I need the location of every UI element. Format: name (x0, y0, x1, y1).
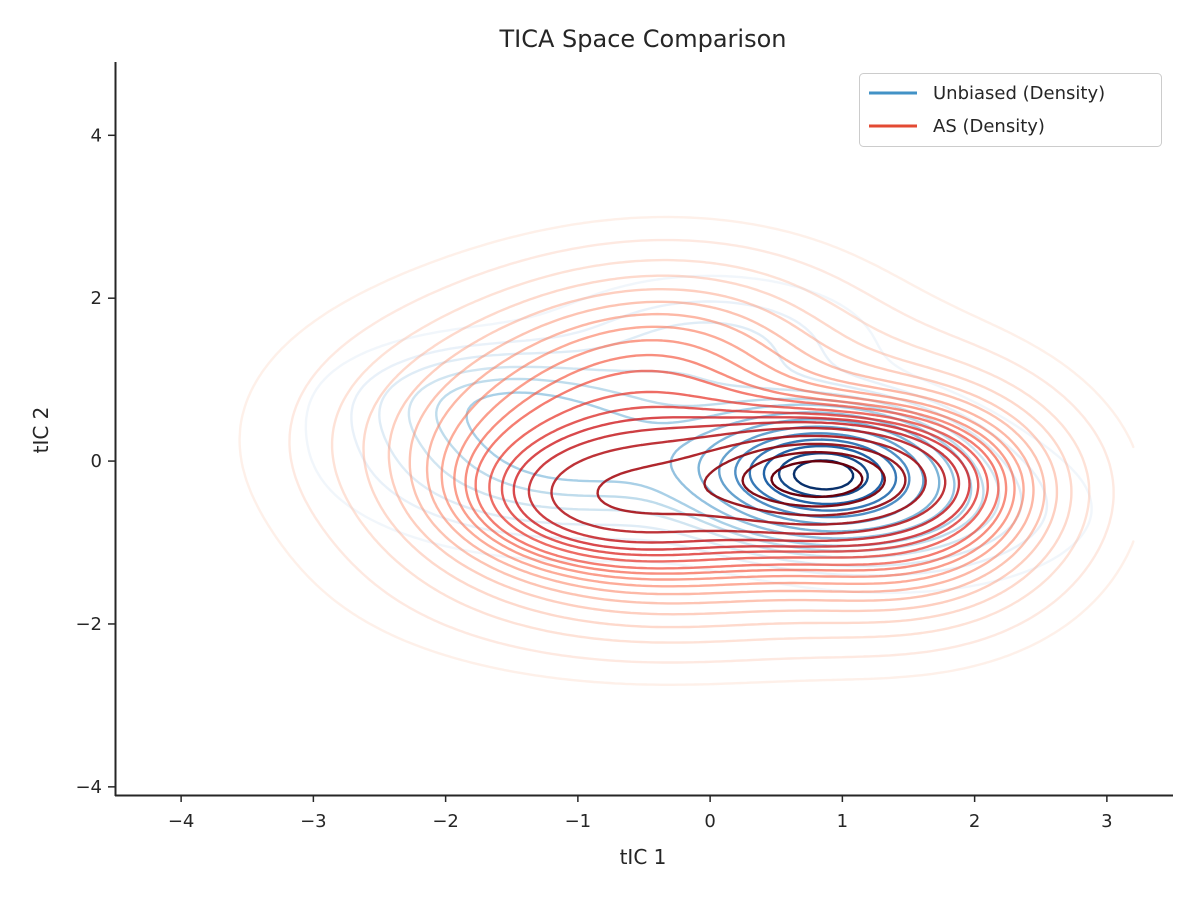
contour-level-as (770, 460, 864, 499)
contour-level-as (408, 300, 1046, 605)
contour-level-as (488, 390, 989, 563)
x-tick-label: −2 (432, 811, 459, 832)
legend-label-as: AS (Density) (933, 116, 1045, 137)
contours-unbiased (304, 274, 1093, 595)
contour-level-as (362, 274, 1073, 629)
y-axis-label: tIC 2 (29, 407, 53, 454)
plot-area (238, 215, 1135, 686)
x-tick-label: −3 (300, 811, 327, 832)
x-tick-label: −1 (565, 811, 592, 832)
contour-level-as (464, 353, 1008, 575)
contour-level-as (474, 369, 1000, 570)
contour-level-as (703, 442, 907, 517)
contour-level-as (596, 434, 927, 526)
contour-level-unbiased (435, 377, 985, 553)
y-tick-label: 2 (91, 288, 102, 309)
x-tick-label: 0 (704, 811, 715, 832)
contour-level-as (741, 450, 886, 508)
contour-level-as (330, 258, 1091, 644)
y-tick-label: 4 (91, 125, 102, 146)
y-tick-label: 0 (91, 451, 102, 472)
legend-label-unbiased: Unbiased (Density) (933, 83, 1105, 104)
contours-as (238, 215, 1135, 686)
contour-level-as (238, 215, 1135, 686)
chart-title: TICA Space Comparison (498, 25, 786, 53)
legend-frame (859, 73, 1162, 147)
x-ticks: −4 −3 −2 −1 0 1 2 3 (168, 795, 1113, 832)
legend: Unbiased (Density) AS (Density) (859, 73, 1162, 147)
contour-level-as (425, 312, 1035, 596)
contour-level-as (387, 288, 1059, 616)
contour-level-as (453, 339, 1016, 581)
contour-level-as (527, 421, 961, 544)
contour-level-as (440, 325, 1025, 588)
contour-level-as (550, 426, 947, 535)
x-tick-label: −4 (168, 811, 195, 832)
x-tick-label: 1 (837, 811, 848, 832)
x-tick-label: 2 (969, 811, 980, 832)
contour-level-as (512, 416, 971, 551)
x-axis-label: tIC 1 (620, 845, 667, 869)
contour-level-as (500, 405, 980, 557)
x-tick-label: 3 (1101, 811, 1112, 832)
y-tick-label: −2 (75, 614, 102, 635)
y-ticks: −4 −2 0 2 4 (75, 125, 115, 798)
y-tick-label: −4 (75, 777, 102, 798)
contour-level-as (288, 238, 1115, 664)
